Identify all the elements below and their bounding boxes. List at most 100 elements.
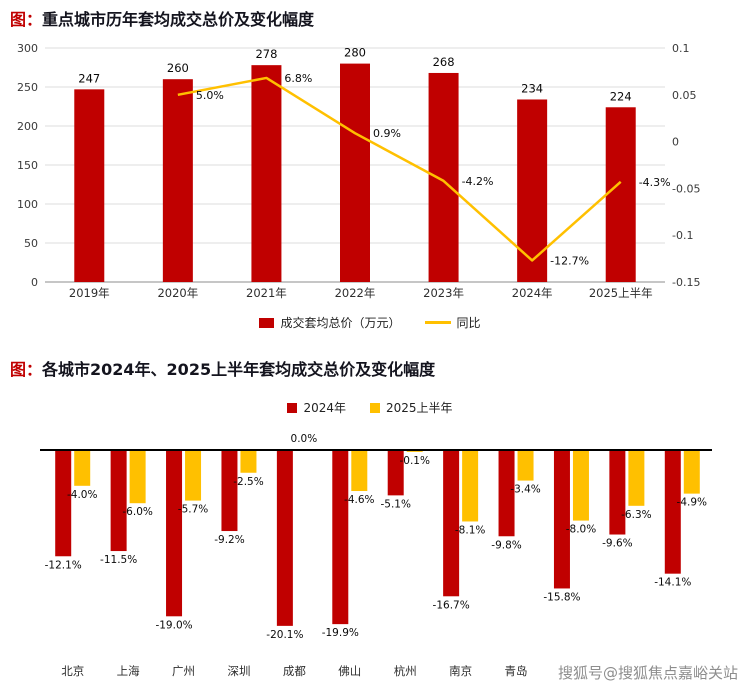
yellow-square-swatch-icon: [370, 402, 380, 413]
left-axis-tick-label: 100: [17, 198, 38, 211]
city-bar-value-label: -8.0%: [566, 524, 596, 536]
city-bar-series-0: [276, 451, 293, 626]
legend-label-price: 成交套均总价（万元）: [280, 316, 401, 330]
legend-item-yoy-line: 同比: [424, 314, 481, 331]
city-bar-value-label: -0.1%: [399, 455, 429, 467]
city-bar-series-1: [406, 451, 423, 452]
city-bar-series-0: [609, 451, 626, 535]
yoy-value-label: -4.2%: [462, 175, 494, 188]
yellow-line-swatch-icon: [424, 321, 451, 324]
bar-value-label: 234: [521, 81, 543, 95]
price-bar: [605, 107, 636, 282]
city-bar-series-1: [517, 451, 534, 481]
city-bar-series-0: [553, 451, 570, 589]
left-axis-tick-label: 200: [17, 120, 38, 133]
city-bar-value-label: -15.8%: [543, 591, 580, 603]
city-label: 杭州: [394, 664, 417, 678]
right-axis-tick-label: -0.15: [672, 276, 700, 289]
city-bar-series-0: [443, 451, 460, 597]
city-bar-series-0: [332, 451, 349, 625]
bar-value-label: 278: [255, 47, 277, 61]
city-bar-series-0: [498, 451, 515, 537]
bar-value-label: 224: [610, 89, 632, 103]
right-axis-tick-label: -0.05: [672, 182, 700, 195]
city-bar-series-1: [628, 451, 645, 506]
yoy-line: [177, 76, 622, 262]
price-bar: [74, 89, 105, 282]
legend-item-price-bars: 成交套均总价（万元）: [259, 314, 401, 331]
city-bar-value-label: -5.1%: [380, 498, 410, 510]
city-bar-value-label: -9.8%: [491, 539, 521, 551]
city-bar-series-0: [387, 451, 404, 496]
city-label: 上海: [117, 664, 140, 678]
city-label: 南京: [449, 664, 472, 678]
city-bar-series-1: [572, 451, 589, 521]
city-bar-series-1: [185, 451, 202, 501]
city-bar-value-label: -4.6%: [344, 494, 374, 506]
city-bar-value-label: -6.3%: [621, 509, 651, 521]
chart2-title-prefix: 图：: [10, 360, 43, 379]
city-bar-value-label: -5.7%: [178, 504, 208, 516]
legend-label-yoy: 同比: [456, 316, 481, 330]
city-bar-value-label: -2.5%: [233, 476, 263, 488]
left-axis-tick-label: 0: [31, 276, 38, 289]
city-bar-series-0: [166, 451, 183, 617]
x-axis-category-label: 2021年: [246, 286, 287, 300]
city-bar-series-1: [683, 451, 700, 494]
bar-value-label: 247: [78, 71, 100, 85]
chart1-title-prefix: 图：: [10, 10, 43, 29]
right-axis-tick-label: 0: [672, 136, 679, 149]
red-bar-swatch-icon: [259, 317, 275, 328]
city-bar-value-label: 0.0%: [291, 433, 318, 445]
city-bar-series-1: [462, 451, 479, 522]
city-bar-series-1: [240, 451, 257, 473]
yoy-value-label: 0.9%: [373, 127, 401, 140]
chart2-legend: 2024年 2025上半年: [0, 399, 740, 416]
yoy-value-label: -4.3%: [639, 176, 671, 189]
city-label: 佛山: [338, 664, 361, 678]
city-bar-value-label: -19.0%: [155, 619, 192, 631]
right-axis-tick-label: 0.05: [672, 89, 697, 102]
chart2-title: 图：各城市2024年、2025上半年套均成交总价及变化幅度: [10, 356, 435, 380]
legend-item-2025h1: 2025上半年: [370, 399, 453, 416]
x-axis-category-label: 2020年: [157, 286, 198, 300]
x-axis-category-label: 2023年: [423, 286, 464, 300]
city-bar-value-label: -14.1%: [654, 577, 691, 589]
city-label: 成都: [283, 664, 306, 678]
yoy-value-label: 5.0%: [196, 89, 224, 102]
city-bar-value-label: -11.5%: [100, 554, 137, 566]
city-bar-value-label: -20.1%: [266, 629, 303, 641]
city-bar-series-1: [351, 451, 368, 492]
red-square-swatch-icon: [287, 402, 298, 413]
x-axis-category-label: 2022年: [335, 286, 376, 300]
bar-value-label: 268: [433, 55, 455, 69]
chart1-title-text: 重点城市历年套均成交总价及变化幅度: [42, 10, 315, 29]
city-bar-series-0: [221, 451, 238, 532]
city-bar-value-label: -16.7%: [433, 599, 470, 611]
left-axis-tick-label: 50: [24, 237, 38, 250]
sohu-watermark: 搜狐号@搜狐焦点嘉峪关站: [557, 664, 738, 682]
price-bar: [162, 79, 193, 282]
left-axis-tick-label: 300: [17, 42, 38, 55]
city-label: 深圳: [227, 664, 250, 678]
city-bar-value-label: -9.2%: [214, 534, 244, 546]
city-bar-value-label: -6.0%: [122, 506, 152, 518]
chart1-title: 图：重点城市历年套均成交总价及变化幅度: [10, 6, 314, 30]
yoy-value-label: -12.7%: [550, 254, 589, 267]
price-bar: [428, 72, 459, 283]
bar-value-label: 260: [167, 61, 189, 75]
city-label: 北京: [61, 664, 84, 678]
city-bar-value-label: -4.0%: [67, 489, 97, 501]
right-axis-tick-label: 0.1: [672, 42, 690, 55]
price-bar: [517, 99, 548, 282]
yoy-value-label: 6.8%: [284, 72, 312, 85]
left-axis-tick-label: 250: [17, 81, 38, 94]
city-bar-series-0: [55, 451, 72, 557]
city-bar-value-label: -19.9%: [322, 627, 359, 639]
city-bar-value-label: -8.1%: [455, 524, 485, 536]
city-bar-series-0: [664, 451, 681, 574]
city-comparison-plot: -12.1% -4.0% 北京 -11.5% -6.0% 上海 -19.0% -5.7% 广州 -…: [40, 433, 712, 678]
chart1-legend: 成交套均总价（万元） 同比: [0, 314, 740, 331]
city-bar-value-label: -3.4%: [510, 484, 540, 496]
